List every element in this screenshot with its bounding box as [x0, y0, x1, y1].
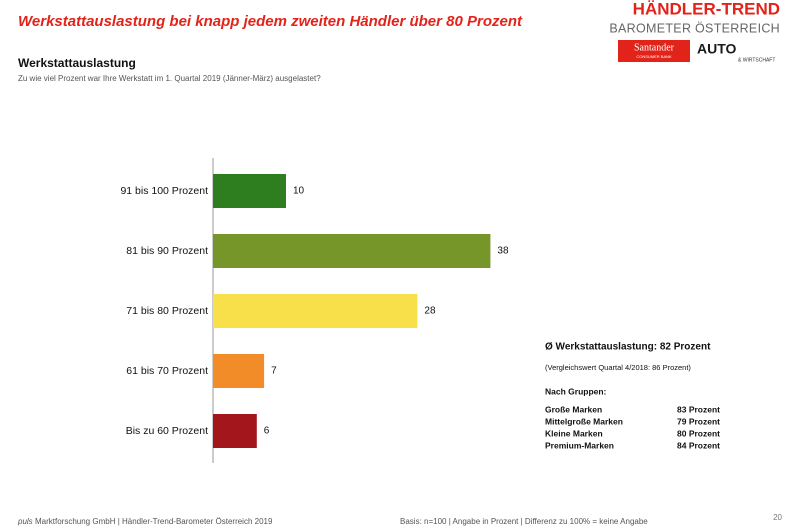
bar: [213, 414, 257, 448]
group-name: Mittelgroße Marken: [545, 416, 623, 426]
groups-title: Nach Gruppen:: [545, 386, 607, 396]
summary-comparison: (Vergleichswert Quartal 4/2018: 86 Proze…: [545, 363, 691, 372]
group-name: Kleine Marken: [545, 428, 603, 438]
summary-headline: Ø Werkstattauslastung: 82 Prozent: [545, 342, 711, 353]
footer-source: Marktforschung GmbH | Händler-Trend-Baro…: [35, 517, 273, 526]
group-value: 80 Prozent: [677, 428, 720, 438]
slide-title: Werkstattauslastung bei knapp jedem zwei…: [18, 13, 523, 30]
category-label: 71 bis 80 Prozent: [126, 305, 208, 317]
category-label: 61 bis 70 Prozent: [126, 365, 208, 377]
bar: [213, 234, 491, 268]
group-name: Premium-Marken: [545, 440, 614, 450]
footer-basis: Basis: n=100 | Angabe in Prozent | Diffe…: [400, 517, 648, 526]
partner-logo-sub: CONSUMER BANK: [636, 54, 672, 59]
bar: [213, 354, 265, 388]
bar: [213, 294, 418, 328]
group-value: 79 Prozent: [677, 416, 720, 426]
brand: HÄNDLER-TREND: [633, 0, 780, 18]
category-label: 91 bis 100 Prozent: [120, 185, 208, 197]
partner-logo: Santander: [634, 42, 675, 53]
group-name: Große Marken: [545, 404, 602, 414]
footer-source: puls: [17, 517, 33, 526]
value-label: 38: [497, 246, 509, 257]
brand-sub: BAROMETER ÖSTERREICH: [609, 21, 780, 35]
chart-title: Werkstattauslastung: [18, 56, 136, 70]
page-number: 20: [773, 513, 782, 522]
group-value: 84 Prozent: [677, 440, 720, 450]
category-label: Bis zu 60 Prozent: [126, 425, 208, 437]
category-label: 81 bis 90 Prozent: [126, 245, 208, 257]
value-label: 28: [424, 306, 436, 317]
partner-logo-sub: & WIRTSCHAFT: [738, 57, 775, 63]
bar: [213, 174, 286, 208]
chart-subtitle: Zu wie viel Prozent war Ihre Werkstatt i…: [18, 74, 321, 83]
value-label: 10: [293, 186, 305, 197]
partner-logo-box: [618, 40, 690, 62]
value-label: 6: [264, 426, 270, 437]
value-label: 7: [271, 366, 277, 377]
partner-logo: AUTO: [697, 41, 737, 57]
group-value: 83 Prozent: [677, 404, 720, 414]
